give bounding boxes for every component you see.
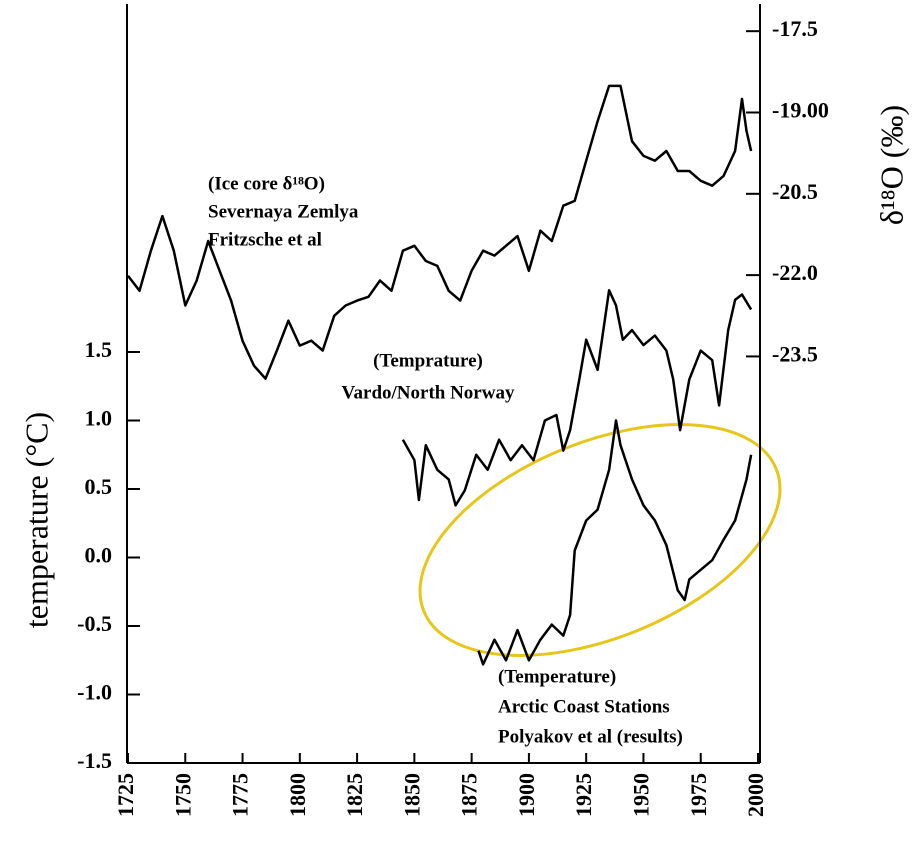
x-tick-label: 1850 — [399, 773, 424, 817]
x-tick-label: 1900 — [514, 773, 539, 817]
x-tick-label: 1825 — [342, 773, 367, 817]
x-tick-label: 1975 — [686, 773, 711, 817]
annotation: Severnaya Zemlya — [208, 201, 359, 222]
x-tick-label: 1800 — [285, 773, 310, 817]
y-tick-label: 0.0 — [85, 543, 113, 568]
y-tick-label: -1.0 — [77, 680, 112, 705]
annotation: (Ice core δ¹⁸O) — [208, 173, 325, 194]
y-tick-label: 1.5 — [85, 337, 113, 362]
x-tick-label: 1750 — [170, 773, 195, 817]
annotation: Fritzsche et al — [208, 229, 322, 250]
x-tick-label: 1950 — [629, 773, 654, 817]
y2-tick-label: -23.5 — [772, 341, 818, 366]
annotation: (Temperature) — [498, 666, 616, 687]
annotation: Vardo/North Norway — [342, 382, 515, 403]
series-line — [401, 289, 753, 507]
x-tick-label: 1875 — [457, 773, 482, 817]
y2-tick-label: -19.00 — [772, 98, 829, 123]
y-tick-label: 0.5 — [85, 474, 113, 499]
x-tick-label: 1725 — [113, 773, 138, 817]
series-line — [127, 84, 753, 380]
y2-tick-label: -17.5 — [772, 16, 818, 41]
x-tick-label: 1775 — [228, 773, 253, 817]
annotation: Polyakov et al (results) — [498, 726, 683, 747]
annotation: (Temprature) — [373, 350, 483, 371]
y2-axis-label: δ¹⁸O (‰) — [873, 105, 909, 225]
x-tick-label: 1925 — [571, 773, 596, 817]
series-line — [477, 419, 753, 666]
y-axis-label: temperature (°C) — [18, 412, 54, 628]
y-tick-label: -1.5 — [77, 748, 112, 773]
x-tick-label: 2000 — [743, 773, 768, 817]
highlight-ellipse — [418, 423, 782, 657]
annotation: Arctic Coast Stations — [498, 696, 670, 717]
y-tick-label: -0.5 — [77, 611, 112, 636]
y-tick-label: 1.0 — [85, 406, 113, 431]
y2-tick-label: -20.5 — [772, 179, 818, 204]
y2-tick-label: -22.0 — [772, 260, 818, 285]
